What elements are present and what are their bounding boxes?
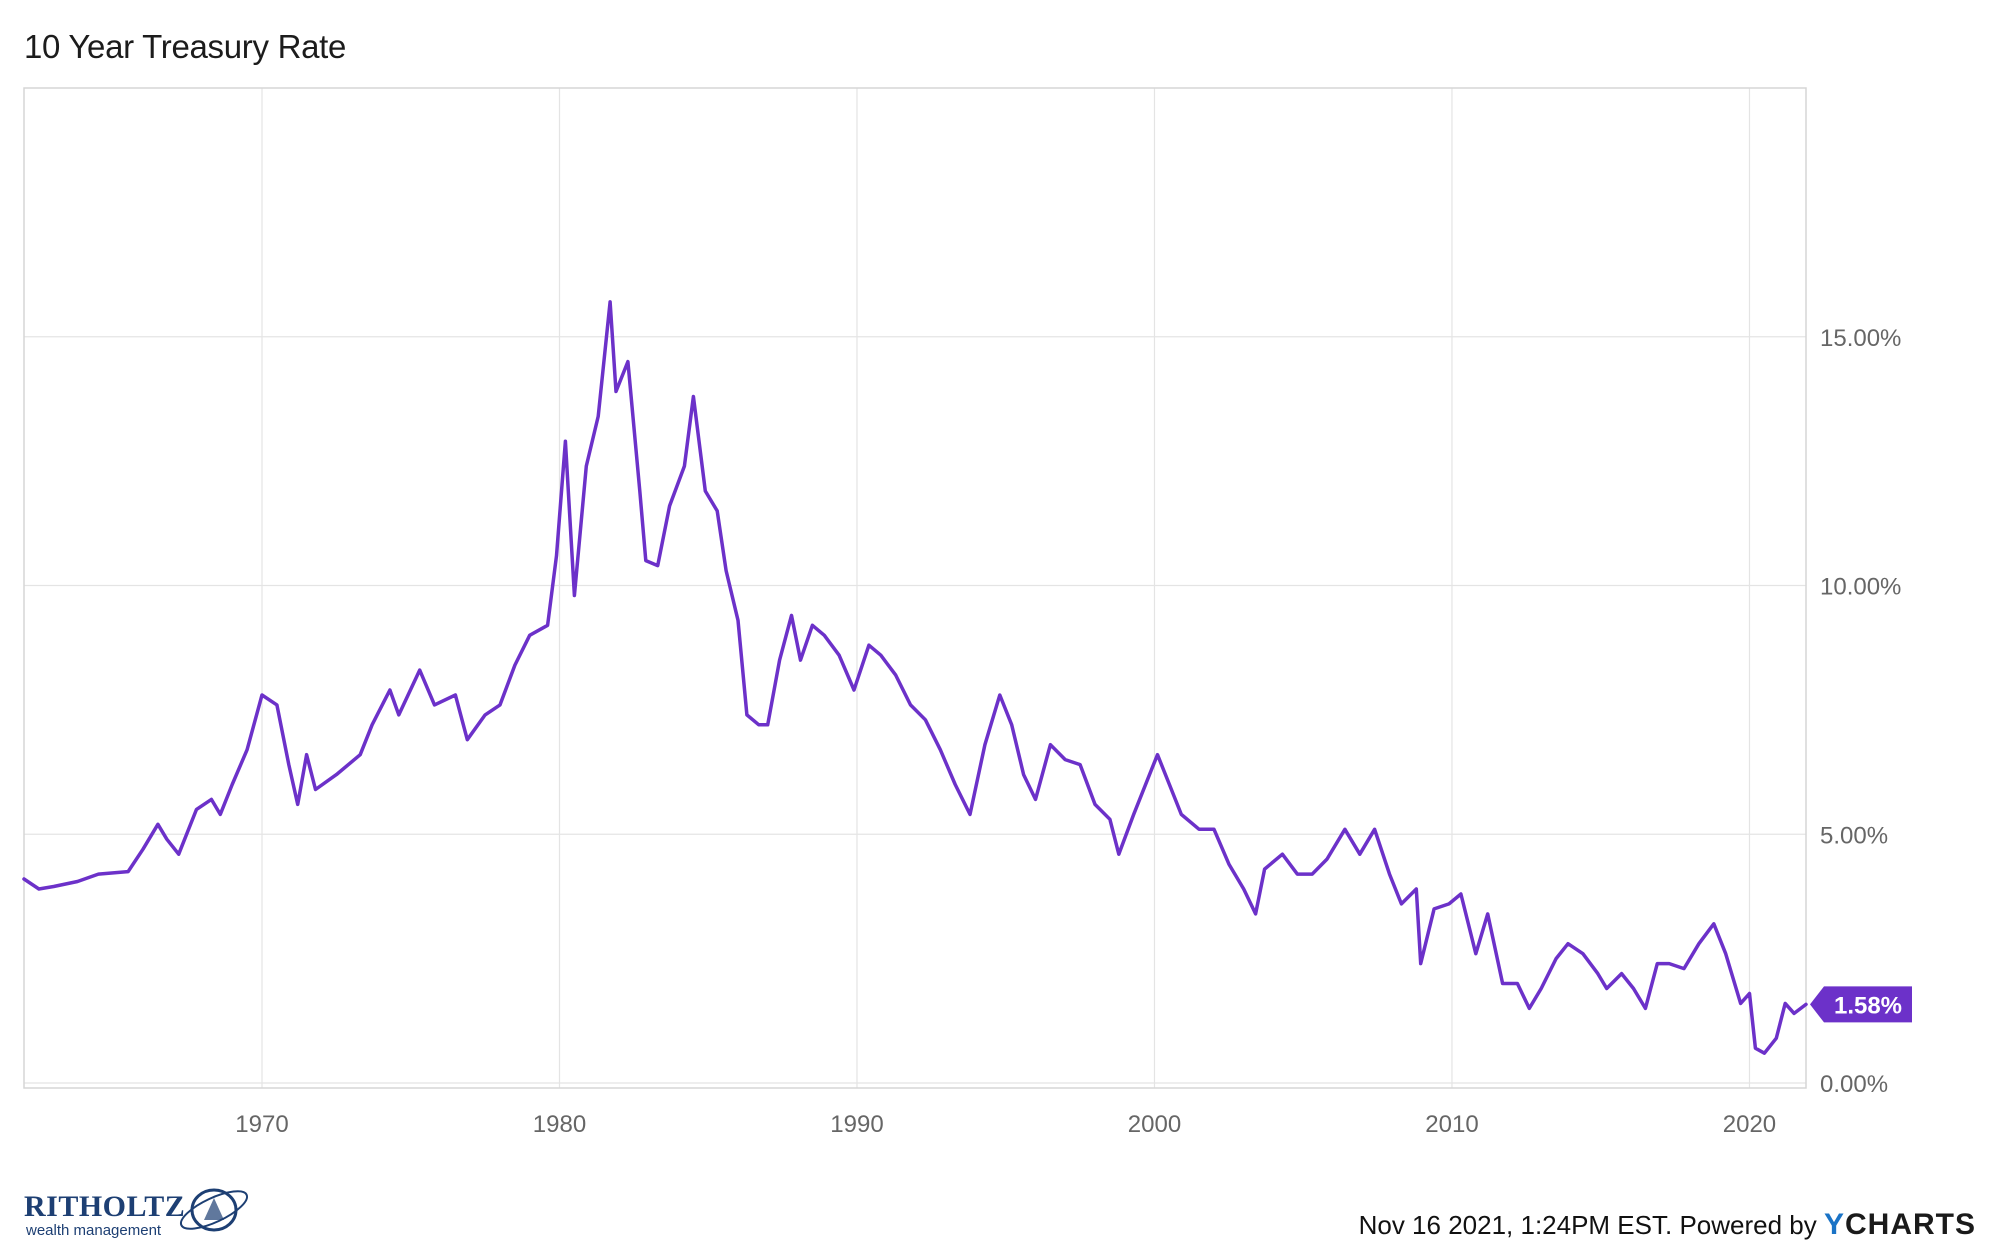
x-tick-label: 2000 — [1128, 1111, 1181, 1138]
ycharts-logo-y: Y — [1823, 1208, 1845, 1241]
y-tick-label: 5.00% — [1820, 822, 1888, 849]
y-axis: 0.00% 5.00% 10.00% 15.00% — [1820, 325, 1901, 1098]
logo-tagline: wealth management — [26, 1222, 162, 1239]
footer-credit: Nov 16 2021, 1:24PM EST. Powered by YCHA… — [1359, 1208, 1976, 1242]
last-value-badge: 1.58% — [1810, 986, 1912, 1023]
x-tick-label: 1970 — [235, 1111, 288, 1138]
x-axis: 1970 1980 1990 2000 2010 2020 — [235, 1111, 1776, 1138]
plot-frame — [23, 87, 1807, 1089]
chart-title: 10 Year Treasury Rate — [24, 28, 347, 65]
x-tick-label: 1990 — [830, 1111, 883, 1138]
logo-emblem-icon — [179, 1188, 249, 1232]
series-line-10-year-treasury-rate — [22, 300, 1808, 1055]
x-tick-label: 2010 — [1425, 1111, 1478, 1138]
x-tick-label: 1980 — [533, 1111, 586, 1138]
last-value-badge-shape — [1810, 986, 1912, 1023]
last-value-label: 1.58% — [1834, 992, 1902, 1019]
ycharts-logo[interactable]: YCHARTS — [1824, 1208, 1976, 1241]
y-tick-label: 15.00% — [1820, 325, 1901, 352]
y-tick-label: 0.00% — [1820, 1071, 1888, 1098]
grid-layer — [24, 88, 1806, 1088]
logo-wordmark: RITHOLTZ — [24, 1190, 186, 1223]
y-tick-label: 10.00% — [1820, 574, 1901, 601]
ycharts-logo-text: CHARTS — [1845, 1208, 1976, 1241]
ritholtz-logo: RITHOLTZ wealth management — [24, 1180, 254, 1240]
x-tick-label: 2020 — [1723, 1111, 1776, 1138]
footer-timestamp: Nov 16 2021, 1:24PM EST. Powered by — [1358, 1210, 1817, 1240]
